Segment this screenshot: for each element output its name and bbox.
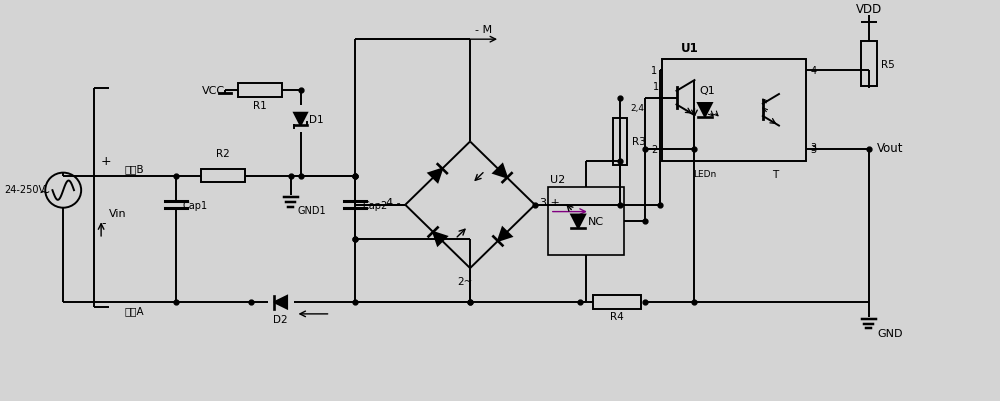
Text: 输入A: 输入A — [124, 305, 144, 315]
Polygon shape — [493, 165, 507, 178]
Polygon shape — [429, 169, 442, 182]
Text: R3: R3 — [632, 137, 645, 147]
Text: NC: NC — [588, 217, 604, 227]
Polygon shape — [274, 296, 287, 309]
Text: R1: R1 — [253, 100, 267, 110]
Polygon shape — [571, 215, 585, 229]
Polygon shape — [498, 228, 512, 241]
Bar — [613, 119, 627, 166]
Bar — [201, 169, 245, 183]
Text: +: + — [101, 155, 112, 168]
Text: R5: R5 — [881, 59, 895, 69]
Text: 2: 2 — [651, 145, 658, 155]
Polygon shape — [698, 104, 712, 117]
Text: U1: U1 — [681, 42, 698, 55]
Text: Q1: Q1 — [699, 86, 715, 95]
Text: 3: 3 — [810, 143, 816, 153]
Text: VCC: VCC — [202, 86, 225, 95]
Text: 输入B: 输入B — [124, 163, 144, 173]
Text: GND1: GND1 — [298, 205, 326, 215]
Bar — [238, 84, 282, 97]
Text: GND: GND — [877, 329, 902, 339]
Text: 24-250V: 24-250V — [4, 185, 46, 195]
Polygon shape — [294, 113, 307, 126]
Text: 2~: 2~ — [457, 276, 473, 286]
Bar — [861, 42, 877, 87]
Text: 1: 1 — [653, 82, 660, 92]
Text: LEDn: LEDn — [693, 169, 717, 178]
Text: Vout: Vout — [877, 142, 903, 154]
Bar — [593, 296, 641, 309]
Text: -: - — [101, 216, 106, 229]
Text: D1: D1 — [309, 115, 323, 125]
Text: U2: U2 — [550, 175, 565, 185]
Text: Vin: Vin — [109, 208, 127, 218]
Text: VDD: VDD — [856, 3, 882, 16]
Bar — [548, 188, 624, 256]
Bar — [662, 59, 806, 162]
Text: Cap2: Cap2 — [362, 200, 388, 210]
Text: - M: - M — [475, 25, 492, 35]
Text: R2: R2 — [216, 149, 230, 159]
Polygon shape — [433, 233, 447, 246]
Text: 3 +: 3 + — [540, 197, 560, 207]
Text: 1: 1 — [651, 66, 658, 76]
Text: D2: D2 — [273, 314, 288, 324]
Text: 4: 4 — [810, 66, 816, 76]
Text: T: T — [772, 169, 778, 179]
Text: ~: ~ — [38, 186, 50, 200]
Text: Cap1: Cap1 — [183, 200, 208, 210]
Text: 3: 3 — [810, 145, 816, 155]
Text: R4: R4 — [610, 311, 624, 321]
Text: 4 -: 4 - — [386, 197, 400, 207]
Text: 2,4: 2,4 — [631, 103, 645, 113]
